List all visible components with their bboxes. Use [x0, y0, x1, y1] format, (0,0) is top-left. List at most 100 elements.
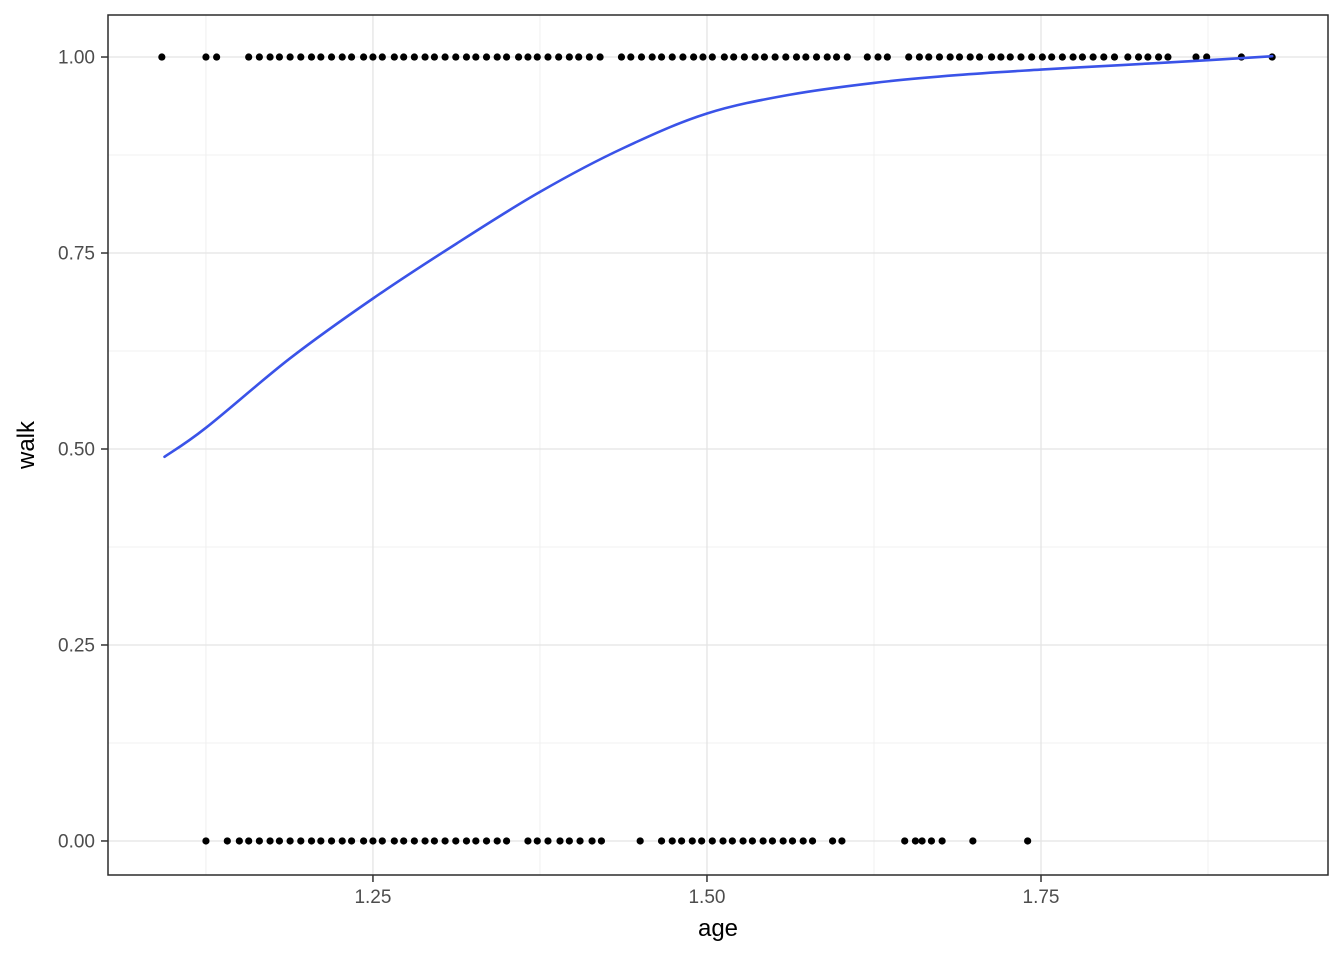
data-point — [779, 837, 787, 845]
data-point — [1154, 53, 1163, 61]
data-point — [307, 837, 316, 845]
data-point — [828, 837, 837, 845]
data-point — [576, 837, 584, 845]
data-point — [751, 53, 759, 61]
data-point — [441, 837, 449, 845]
data-point — [1006, 53, 1014, 61]
data-point — [544, 53, 552, 61]
data-point — [410, 53, 418, 61]
data-point — [223, 837, 231, 845]
data-point — [369, 53, 377, 61]
data-point — [918, 837, 926, 845]
data-point — [266, 53, 274, 61]
data-point — [863, 53, 871, 61]
data-point — [493, 837, 501, 845]
data-point — [1089, 53, 1097, 61]
data-point — [1110, 53, 1119, 61]
data-point — [668, 53, 676, 61]
data-point — [1203, 53, 1211, 61]
data-point — [808, 837, 817, 845]
data-point — [1144, 53, 1152, 61]
data-point — [1192, 53, 1200, 61]
data-point — [596, 53, 604, 61]
data-point — [369, 837, 377, 845]
data-point — [1134, 53, 1143, 61]
data-point — [637, 53, 646, 61]
data-point — [338, 837, 346, 845]
data-point — [255, 837, 263, 845]
data-point — [657, 837, 666, 845]
data-point — [802, 53, 810, 61]
data-point — [728, 837, 736, 845]
data-point — [400, 53, 408, 61]
data-point — [421, 837, 429, 845]
plot-panel — [108, 15, 1328, 875]
data-point — [1058, 53, 1066, 61]
data-point — [657, 53, 666, 61]
data-point — [708, 53, 716, 61]
data-point — [719, 837, 727, 845]
data-point — [720, 53, 728, 61]
y-tick-label: 0.75 — [58, 243, 95, 264]
data-point — [544, 837, 552, 845]
data-point — [823, 53, 831, 61]
data-point — [245, 53, 253, 61]
y-tick-label: 0.00 — [58, 831, 95, 852]
data-point — [297, 837, 305, 845]
data-point — [533, 837, 541, 845]
y-tick-label: 1.00 — [58, 47, 95, 68]
data-point — [235, 837, 243, 845]
data-point — [472, 53, 480, 61]
axis-ticks — [101, 56, 1042, 882]
data-point — [1028, 53, 1036, 61]
data-point — [1038, 53, 1046, 61]
data-point — [843, 53, 851, 61]
data-point — [1078, 53, 1087, 61]
data-point — [430, 837, 439, 845]
data-point — [938, 837, 946, 845]
data-point — [883, 53, 891, 61]
data-point — [768, 837, 777, 845]
data-point — [588, 837, 596, 845]
data-point — [441, 53, 449, 61]
data-point — [502, 53, 511, 61]
data-point — [927, 837, 936, 845]
data-point — [874, 53, 882, 61]
data-point — [668, 837, 676, 845]
data-point — [378, 53, 386, 61]
data-point — [533, 53, 541, 61]
data-point — [266, 837, 274, 845]
data-point — [390, 837, 398, 845]
data-point — [297, 53, 305, 61]
data-points-walk1 — [158, 53, 1276, 61]
data-point — [410, 837, 418, 845]
data-point — [782, 53, 790, 61]
data-point — [597, 837, 606, 845]
data-point — [202, 53, 210, 61]
data-point — [966, 53, 974, 61]
data-point — [317, 837, 325, 845]
data-point — [482, 53, 491, 61]
y-axis-title: walk — [13, 420, 40, 470]
data-point — [556, 837, 564, 845]
x-tick-labels: 1.25 1.50 1.75 — [354, 887, 1059, 908]
data-point — [997, 53, 1005, 61]
data-point — [838, 837, 846, 845]
data-point — [740, 53, 748, 61]
data-point — [688, 837, 696, 845]
data-point — [565, 53, 573, 61]
data-point — [699, 53, 707, 61]
data-point — [812, 53, 821, 61]
data-point — [1124, 53, 1132, 61]
data-point — [514, 53, 523, 61]
data-point — [275, 53, 284, 61]
data-point — [430, 53, 439, 61]
x-tick-label: 1.75 — [1023, 887, 1060, 908]
y-tick-label: 0.50 — [58, 439, 95, 460]
x-axis-title: age — [697, 915, 739, 942]
data-point — [792, 53, 801, 61]
data-point — [759, 837, 767, 845]
data-point — [452, 53, 460, 61]
